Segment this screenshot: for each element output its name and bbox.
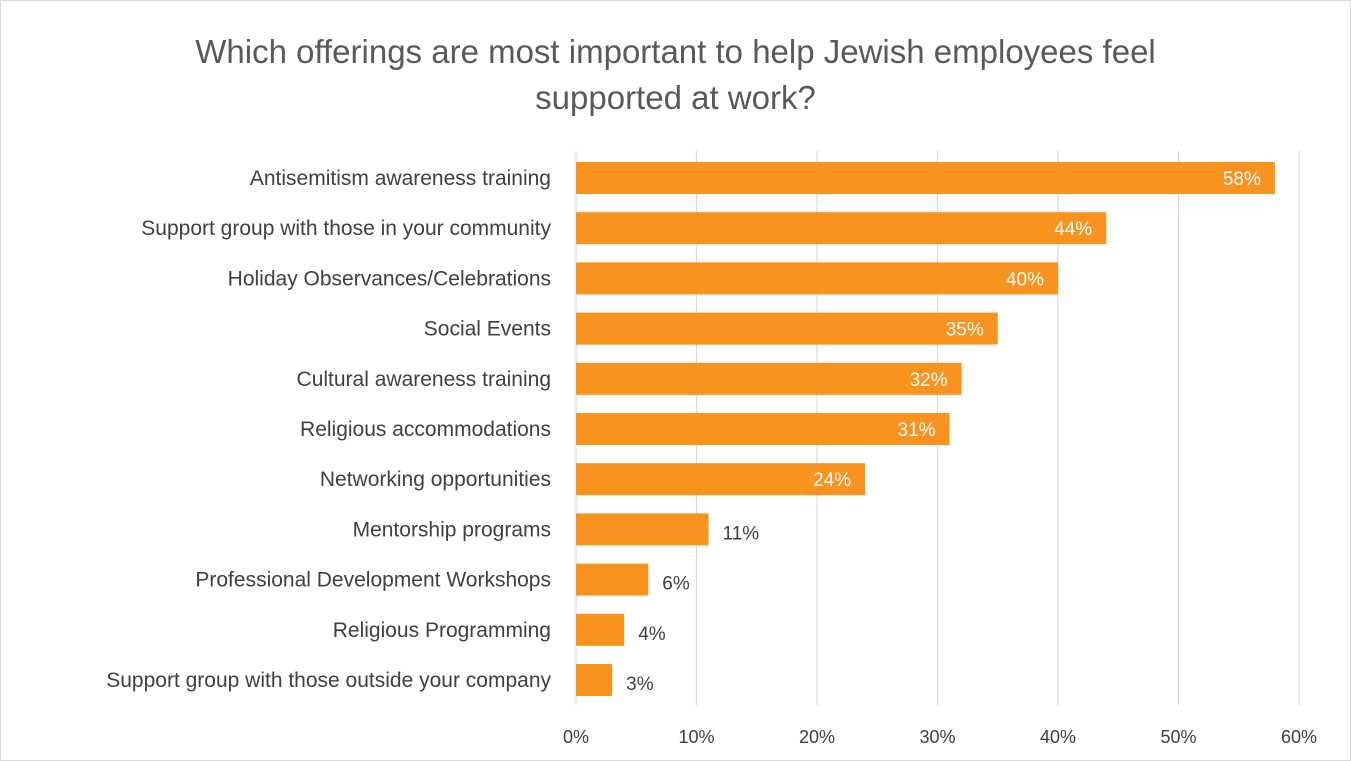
- data-label: 24%: [813, 470, 851, 491]
- data-label: 58%: [1223, 169, 1261, 190]
- chart-title: Which offerings are most important to he…: [195, 33, 1156, 116]
- bar: [576, 664, 613, 696]
- data-label: 40%: [1006, 269, 1044, 290]
- category-label: Social Events: [424, 318, 551, 341]
- bar: [576, 262, 1058, 295]
- bar: [576, 312, 998, 345]
- x-tick-label: 60%: [1281, 727, 1317, 747]
- bar: [576, 212, 1107, 245]
- x-tick-label: 50%: [1160, 727, 1196, 747]
- data-label: 6%: [662, 574, 690, 595]
- data-label: 35%: [946, 320, 984, 341]
- category-label: Religious Programming: [333, 619, 551, 642]
- category-label: Support group with those in your communi…: [141, 217, 551, 240]
- x-tick-label: 0%: [563, 727, 589, 747]
- x-tick-label: 20%: [799, 727, 835, 747]
- bar: [576, 613, 625, 646]
- x-tick-label: 40%: [1040, 727, 1076, 747]
- data-label: 3%: [626, 674, 654, 695]
- category-label: Support group with those outside your co…: [106, 669, 551, 692]
- category-label: Holiday Observances/Celebrations: [228, 267, 551, 290]
- data-label: 11%: [723, 523, 760, 544]
- data-label: 44%: [1054, 219, 1092, 240]
- x-tick-label: 30%: [919, 727, 955, 747]
- bar: [576, 413, 950, 445]
- labels: 0% 10% 20% 30% 40% 50% 60% Antisemitism awarene…: [106, 167, 1317, 747]
- bars: [576, 162, 1275, 696]
- x-tick-label: 10%: [678, 727, 714, 747]
- category-label: Networking opportunities: [320, 468, 551, 491]
- bar: [576, 563, 649, 596]
- bar: [576, 162, 1275, 194]
- category-label: Cultural awareness training: [297, 368, 551, 391]
- category-label: Professional Development Workshops: [195, 569, 551, 592]
- category-label: Mentorship programs: [353, 518, 551, 541]
- bar: [576, 463, 866, 496]
- bar: [576, 513, 709, 546]
- category-label: Antisemitism awareness training: [250, 167, 551, 190]
- data-label: 31%: [898, 420, 936, 441]
- category-label: Religious accommodations: [300, 418, 551, 441]
- bar: [576, 362, 962, 395]
- data-label: 4%: [638, 624, 666, 645]
- data-label: 32%: [910, 370, 948, 391]
